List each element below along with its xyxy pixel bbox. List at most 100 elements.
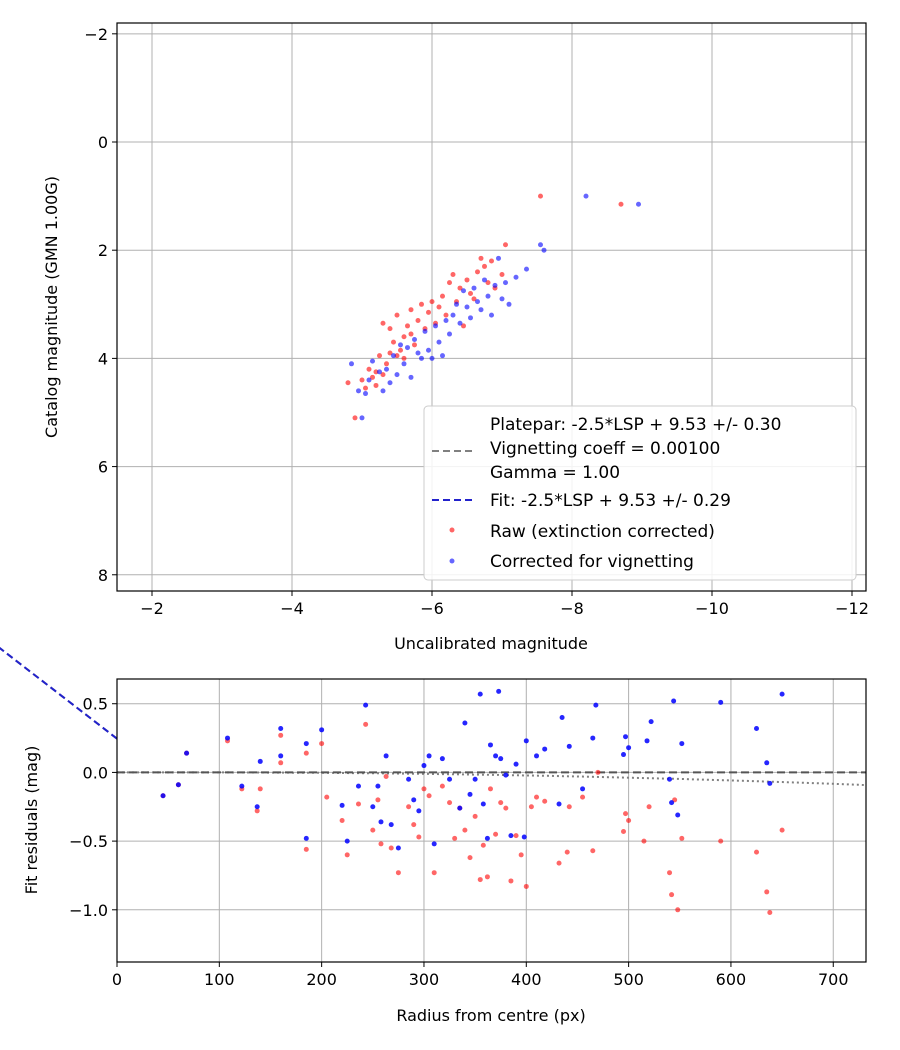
- bottom-y-tick-label: −0.5: [69, 832, 108, 851]
- raw-residual-point: [278, 732, 284, 738]
- legend-fit-label: Fit: -2.5*LSP + 9.53 +/- 0.29: [490, 491, 731, 511]
- bottom-axes-frame: [116, 678, 867, 963]
- corrected-point: [401, 361, 407, 367]
- corrected-point: [436, 339, 442, 345]
- corrected-point: [387, 380, 393, 386]
- raw-point: [499, 272, 505, 278]
- raw-residual-point: [388, 845, 394, 851]
- corrected-residual-point: [498, 756, 504, 762]
- raw-residual-point: [257, 786, 263, 792]
- raw-residual-point: [566, 804, 572, 810]
- corrected-residual-point: [303, 835, 309, 841]
- raw-residual-point: [513, 833, 519, 839]
- corrected-residual-point: [754, 725, 760, 731]
- bottom-x-tick-label: 100: [204, 970, 235, 989]
- raw-point: [475, 269, 480, 275]
- raw-residual-point: [534, 794, 540, 800]
- raw-point: [363, 385, 368, 391]
- corrected-point: [415, 350, 421, 356]
- corrected-residual-point: [344, 838, 350, 844]
- raw-residual-point: [754, 849, 760, 855]
- corrected-residual-point: [375, 783, 381, 789]
- corrected-point: [450, 312, 456, 318]
- raw-point: [394, 312, 400, 318]
- corrected-residual-point: [559, 714, 565, 720]
- raw-residual-point: [426, 793, 432, 799]
- raw-point: [538, 193, 543, 199]
- corrected-residual-point: [534, 753, 540, 759]
- corrected-residual-point: [467, 791, 473, 797]
- raw-point: [380, 372, 386, 378]
- corrected-residual-point: [439, 756, 445, 762]
- raw-residual-point: [675, 907, 681, 913]
- raw-residual-point: [493, 831, 499, 837]
- corrected-residual-point: [406, 776, 412, 782]
- top-x-tick-label: −8: [560, 599, 584, 618]
- raw-residual-point: [487, 786, 493, 792]
- top-x-tick-label: −4: [280, 599, 304, 618]
- top-y-tick-label: 0: [98, 133, 108, 152]
- corrected-point: [489, 312, 494, 318]
- legend-raw-marker: [449, 527, 455, 533]
- top-y-tick-label: 8: [98, 566, 108, 585]
- raw-residual-point: [462, 827, 468, 833]
- corrected-residual-point: [764, 760, 770, 766]
- corrected-residual-point: [671, 698, 677, 704]
- corrected-point: [454, 301, 459, 307]
- raw-point: [468, 290, 473, 296]
- raw-residual-point: [669, 892, 675, 898]
- top-legend: Platepar: -2.5*LSP + 9.53 +/- 0.30 Vigne…: [423, 405, 857, 581]
- raw-residual-point: [620, 828, 626, 834]
- raw-residual-point: [303, 846, 309, 852]
- corrected-residual-point: [675, 812, 681, 818]
- corrected-point: [503, 280, 508, 286]
- corrected-point: [457, 320, 463, 326]
- legend-platepar-label: Platepar: -2.5*LSP + 9.53 +/- 0.30: [490, 415, 781, 435]
- raw-residual-point: [646, 804, 652, 810]
- corrected-point: [422, 328, 428, 334]
- corrected-point: [461, 288, 466, 294]
- bottom-y-tick-label: 0.0: [83, 763, 108, 782]
- bottom-y-tick-label: 0.5: [83, 695, 108, 714]
- corrected-point: [482, 277, 487, 283]
- corrected-point: [475, 299, 480, 305]
- corrected-residual-point: [278, 725, 284, 731]
- corrected-point: [426, 347, 431, 353]
- bottom-x-tick-label: 400: [511, 970, 542, 989]
- corrected-residual-point: [542, 746, 548, 752]
- raw-point: [443, 312, 449, 318]
- top-scatter-points: [345, 193, 641, 421]
- raw-residual-point: [355, 801, 361, 807]
- corrected-residual-point: [521, 834, 527, 840]
- corrected-residual-point: [175, 782, 181, 788]
- corrected-residual-point: [319, 727, 325, 733]
- corrected-residual-point: [160, 793, 166, 799]
- raw-residual-point: [641, 838, 647, 844]
- corrected-point: [405, 345, 410, 351]
- raw-residual-point: [439, 783, 445, 789]
- corrected-residual-point: [421, 763, 427, 769]
- raw-point: [373, 369, 379, 375]
- raw-point: [405, 323, 410, 329]
- raw-point: [387, 326, 393, 332]
- raw-point: [366, 366, 372, 372]
- raw-point: [377, 353, 382, 359]
- raw-residual-point: [580, 794, 586, 800]
- raw-point: [471, 296, 477, 302]
- legend-raw-label: Raw (extinction corrected): [490, 522, 715, 542]
- corrected-residual-point: [487, 742, 493, 748]
- top-x-tick-label: −10: [695, 599, 729, 618]
- corrected-point: [391, 353, 396, 359]
- corrected-residual-point: [370, 804, 376, 810]
- corrected-point: [363, 391, 368, 397]
- corrected-point: [583, 193, 589, 199]
- corrected-residual-point: [239, 783, 245, 789]
- corrected-residual-point: [462, 720, 468, 726]
- top-y-ticks: −2 0 2 4 6 8: [84, 25, 117, 585]
- raw-point: [401, 355, 407, 361]
- raw-residual-point: [339, 818, 345, 823]
- corrected-residual-point: [184, 750, 190, 756]
- top-x-ticks: −2 −4 −6 −8 −10 −12: [140, 591, 869, 618]
- raw-point: [370, 374, 375, 380]
